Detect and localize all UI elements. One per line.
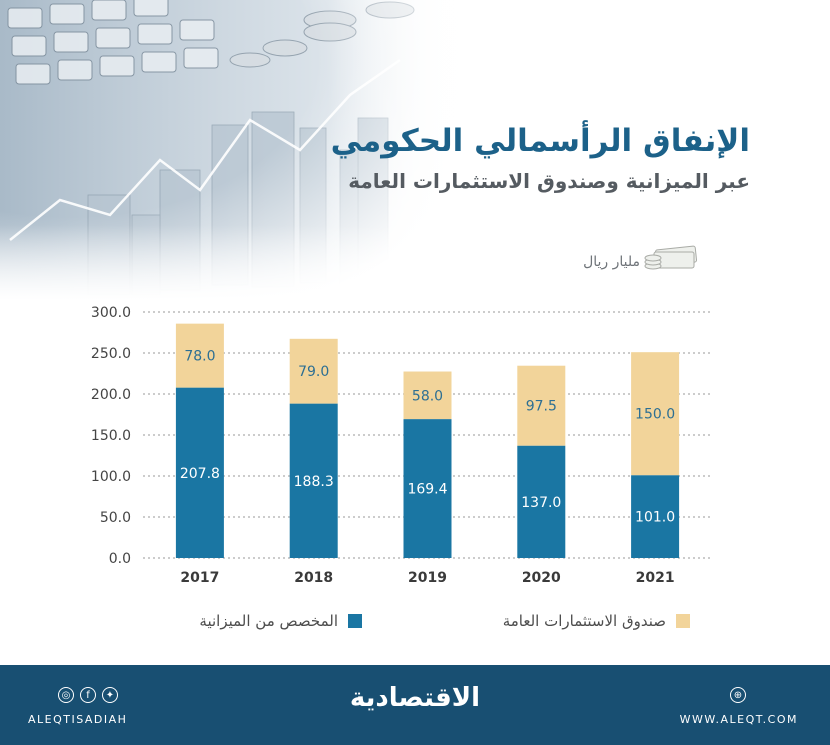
legend-item-fund: صندوق الاستثمارات العامة [503,612,690,630]
page-title: الإنفاق الرأسمالي الحكومي [330,123,750,159]
x-axis-ticks: 2017 2018 2019 2020 2021 [180,570,674,586]
data-label: 207.8 [180,466,220,482]
bar-budget [631,475,680,558]
data-label: 169.4 [407,482,447,498]
bar-fund [289,338,338,404]
legend-swatch-fund [676,614,690,628]
data-label: 150.0 [635,407,675,423]
data-label: 101.0 [635,510,675,526]
bars [175,323,680,558]
facebook-icon[interactable]: f [80,687,96,703]
data-labels: 207.8 78.0 188.3 79.0 169.4 58.0 137.0 97.5 101.… [180,349,675,526]
y-tick-label: 0.0 [109,551,131,567]
page-subtitle: عبر الميزانية وصندوق الاستثمارات العامة [348,169,750,193]
brand-logo: الاقتصادية [349,683,481,713]
x-tick-label: 2018 [294,570,333,586]
legend-label-fund: صندوق الاستثمارات العامة [502,612,666,630]
x-tick-label: 2021 [636,570,675,586]
unit-label: مليار ريال [583,254,640,270]
data-label: 137.0 [521,495,561,511]
bar-fund [631,352,680,476]
bar-chart: 0.0 50.0 100.0 150.0 200.0 250.0 300.0 207.8 78… [91,305,712,586]
background-collage [0,0,470,300]
website-link[interactable]: WWW.ALEQT.COM [679,713,798,726]
y-tick-label: 50.0 [100,510,131,526]
bar-fund [175,323,224,388]
footer-bar: ◎ f ✦ ALEQTISADIAH الاقتصادية ⊕ WWW.ALEQ… [0,665,830,745]
twitter-icon[interactable]: ✦ [102,687,118,703]
y-tick-label: 300.0 [91,305,131,321]
money-icon [644,245,698,270]
legend-swatch-budget [348,614,362,628]
data-label: 58.0 [412,388,443,404]
y-axis-ticks: 0.0 50.0 100.0 150.0 200.0 250.0 300.0 [91,305,131,567]
data-label: 188.3 [294,474,334,490]
social-handle[interactable]: ALEQTISADIAH [28,713,128,726]
x-tick-label: 2020 [522,570,561,586]
bar-budget [175,387,224,558]
bar-budget [403,419,452,558]
bar-budget [517,445,566,558]
x-tick-label: 2017 [180,570,219,586]
x-tick-label: 2019 [408,570,447,586]
data-label: 97.5 [526,399,557,415]
bar-fund [403,371,452,420]
bar-budget [289,403,338,558]
bar-fund [517,365,566,446]
y-tick-label: 200.0 [91,387,131,403]
y-tick-label: 150.0 [91,428,131,444]
legend-label-budget: المخصص من الميزانية [199,612,338,630]
y-tick-label: 100.0 [91,469,131,485]
instagram-icon[interactable]: ◎ [58,687,74,703]
legend-item-budget: المخصص من الميزانية [199,612,362,630]
data-label: 79.0 [298,364,329,380]
globe-icon: ⊕ [730,687,746,703]
y-tick-label: 250.0 [91,346,131,362]
title-block: الإنفاق الرأسمالي الحكومي عبر الميزانية … [331,118,750,196]
data-label: 78.0 [184,349,215,365]
